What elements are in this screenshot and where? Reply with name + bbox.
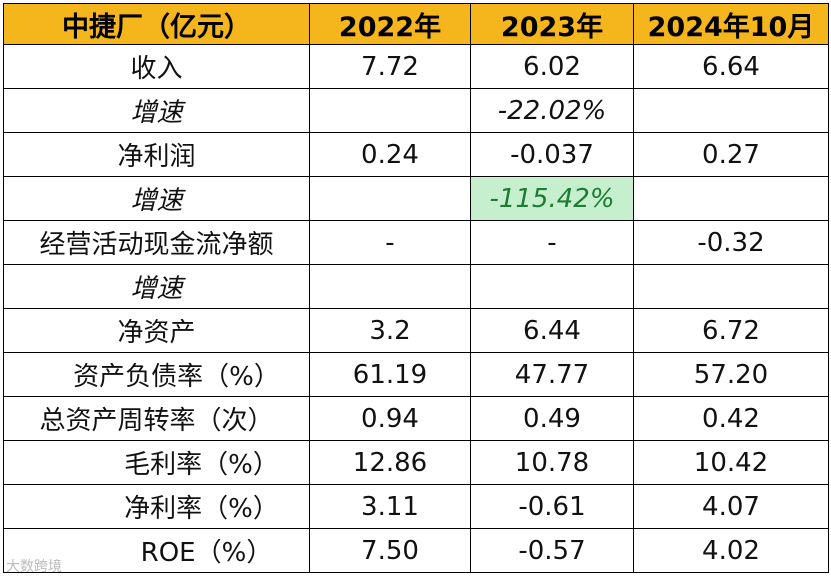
table-cell: 0.94 bbox=[309, 396, 471, 441]
row-label-gross-margin: 毛利率（%） bbox=[3, 440, 310, 485]
table-cell: 61.19 bbox=[309, 352, 471, 397]
header-cell-2024-oct: 2024年10月 bbox=[633, 3, 829, 45]
table-cell: 6.44 bbox=[470, 308, 634, 353]
row-label-roe: ROE（%） bbox=[3, 528, 310, 573]
table-row: 增速 bbox=[3, 264, 829, 309]
table-cell: 3.11 bbox=[309, 484, 471, 529]
table-row: 毛利率（%） 12.86 10.78 10.42 bbox=[3, 440, 829, 485]
header-cell-company: 中捷厂（亿元） bbox=[3, 3, 310, 45]
table-row: 经营活动现金流净额 - - -0.32 bbox=[3, 220, 829, 265]
table-cell: 3.2 bbox=[309, 308, 471, 353]
row-label-growth: 增速 bbox=[3, 88, 310, 133]
table-cell: 7.50 bbox=[309, 528, 471, 573]
table-cell bbox=[633, 264, 829, 309]
table-cell: 10.42 bbox=[633, 440, 829, 485]
table-row: 净利润 0.24 -0.037 0.27 bbox=[3, 132, 829, 177]
table-cell: 7.72 bbox=[309, 44, 471, 89]
table-cell: -0.037 bbox=[470, 132, 634, 177]
table-cell bbox=[309, 176, 471, 221]
financial-table: 中捷厂（亿元） 2022年 2023年 2024年10月 收入 7.72 6.0… bbox=[3, 3, 829, 573]
highlighted-cell: -115.42% bbox=[470, 176, 634, 221]
table-cell: 0.27 bbox=[633, 132, 829, 177]
row-label-growth: 增速 bbox=[3, 264, 310, 309]
table-cell: -0.57 bbox=[470, 528, 634, 573]
table-cell: 6.72 bbox=[633, 308, 829, 353]
table-cell: 0.24 bbox=[309, 132, 471, 177]
table-cell: 10.78 bbox=[470, 440, 634, 485]
table-cell bbox=[633, 88, 829, 133]
table-cell: 12.86 bbox=[309, 440, 471, 485]
row-label-growth: 增速 bbox=[3, 176, 310, 221]
table-cell: 4.07 bbox=[633, 484, 829, 529]
table-cell bbox=[470, 264, 634, 309]
row-label-net-assets: 净资产 bbox=[3, 308, 310, 353]
table-row: 资产负债率（%） 61.19 47.77 57.20 bbox=[3, 352, 829, 397]
row-label-net-profit: 净利润 bbox=[3, 132, 310, 177]
row-label-debt-ratio: 资产负债率（%） bbox=[3, 352, 310, 397]
row-label-operating-cash-flow: 经营活动现金流净额 bbox=[3, 220, 310, 265]
table-row: 总资产周转率（次） 0.94 0.49 0.42 bbox=[3, 396, 829, 441]
table-row: 净利率（%） 3.11 -0.61 4.07 bbox=[3, 484, 829, 529]
row-label-net-margin: 净利率（%） bbox=[3, 484, 310, 529]
table-cell bbox=[309, 88, 471, 133]
table-cell: 0.49 bbox=[470, 396, 634, 441]
row-label-asset-turnover: 总资产周转率（次） bbox=[3, 396, 310, 441]
table-cell: 6.64 bbox=[633, 44, 829, 89]
table-row: ROE（%） 7.50 -0.57 4.02 bbox=[3, 528, 829, 573]
table-cell: 6.02 bbox=[470, 44, 634, 89]
table-cell bbox=[633, 176, 829, 221]
table-row: 净资产 3.2 6.44 6.72 bbox=[3, 308, 829, 353]
table-row: 增速 -22.02% bbox=[3, 88, 829, 133]
table-cell: 0.42 bbox=[633, 396, 829, 441]
row-label-revenue: 收入 bbox=[3, 44, 310, 89]
table-cell: -0.61 bbox=[470, 484, 634, 529]
table-row: 增速 -115.42% bbox=[3, 176, 829, 221]
table-cell: 47.77 bbox=[470, 352, 634, 397]
header-cell-2022: 2022年 bbox=[309, 3, 471, 45]
table-cell: -22.02% bbox=[470, 88, 634, 133]
table-cell: 4.02 bbox=[633, 528, 829, 573]
table-row: 收入 7.72 6.02 6.64 bbox=[3, 44, 829, 89]
table-cell bbox=[309, 264, 471, 309]
header-row: 中捷厂（亿元） 2022年 2023年 2024年10月 bbox=[3, 3, 829, 45]
table-cell: - bbox=[470, 220, 634, 265]
watermark: 大数跨境 bbox=[6, 559, 62, 575]
table-cell: -0.32 bbox=[633, 220, 829, 265]
table-cell: 57.20 bbox=[633, 352, 829, 397]
table-cell: - bbox=[309, 220, 471, 265]
header-cell-2023: 2023年 bbox=[470, 3, 634, 45]
